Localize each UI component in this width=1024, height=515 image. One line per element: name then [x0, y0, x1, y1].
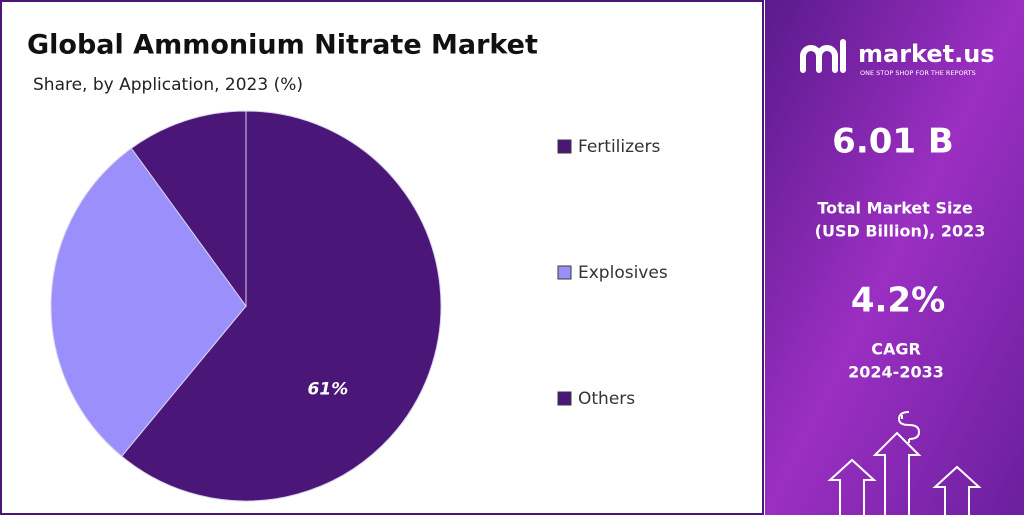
chart-subtitle: Share, by Application, 2023 (%) — [33, 75, 303, 95]
brand: market.us — [858, 40, 995, 68]
cagr-label: 2024-2033 — [848, 363, 944, 382]
legend-swatch — [557, 265, 572, 280]
legend-swatch — [557, 391, 572, 406]
cagr: 4.2% — [851, 281, 945, 321]
tagline: ONE STOP SHOP FOR THE REPORTS — [860, 69, 976, 77]
market-size-label: Total Market Size — [817, 199, 972, 218]
legend-label: Others — [578, 389, 635, 409]
market-size: 6.01 B — [832, 122, 954, 162]
legend-swatch — [557, 139, 572, 154]
pie-slice — [130, 110, 247, 308]
pie-slice — [50, 147, 247, 457]
legend-label: Explosives — [578, 263, 668, 283]
legend-label: Fertilizers — [578, 137, 661, 157]
logo-icon — [800, 39, 846, 73]
market-size-label: (USD Billion), 2023 — [815, 222, 986, 241]
pie-slice — [120, 110, 442, 502]
decoration — [827, 411, 982, 515]
chart-title: Global Ammonium Nitrate Market — [27, 30, 538, 61]
side-panel — [765, 0, 1024, 515]
cagr-label: CAGR — [871, 340, 921, 359]
data-label: 61% — [308, 380, 349, 400]
logo: market.us ONE STOP SHOP FOR THE REPORTS — [800, 39, 995, 77]
